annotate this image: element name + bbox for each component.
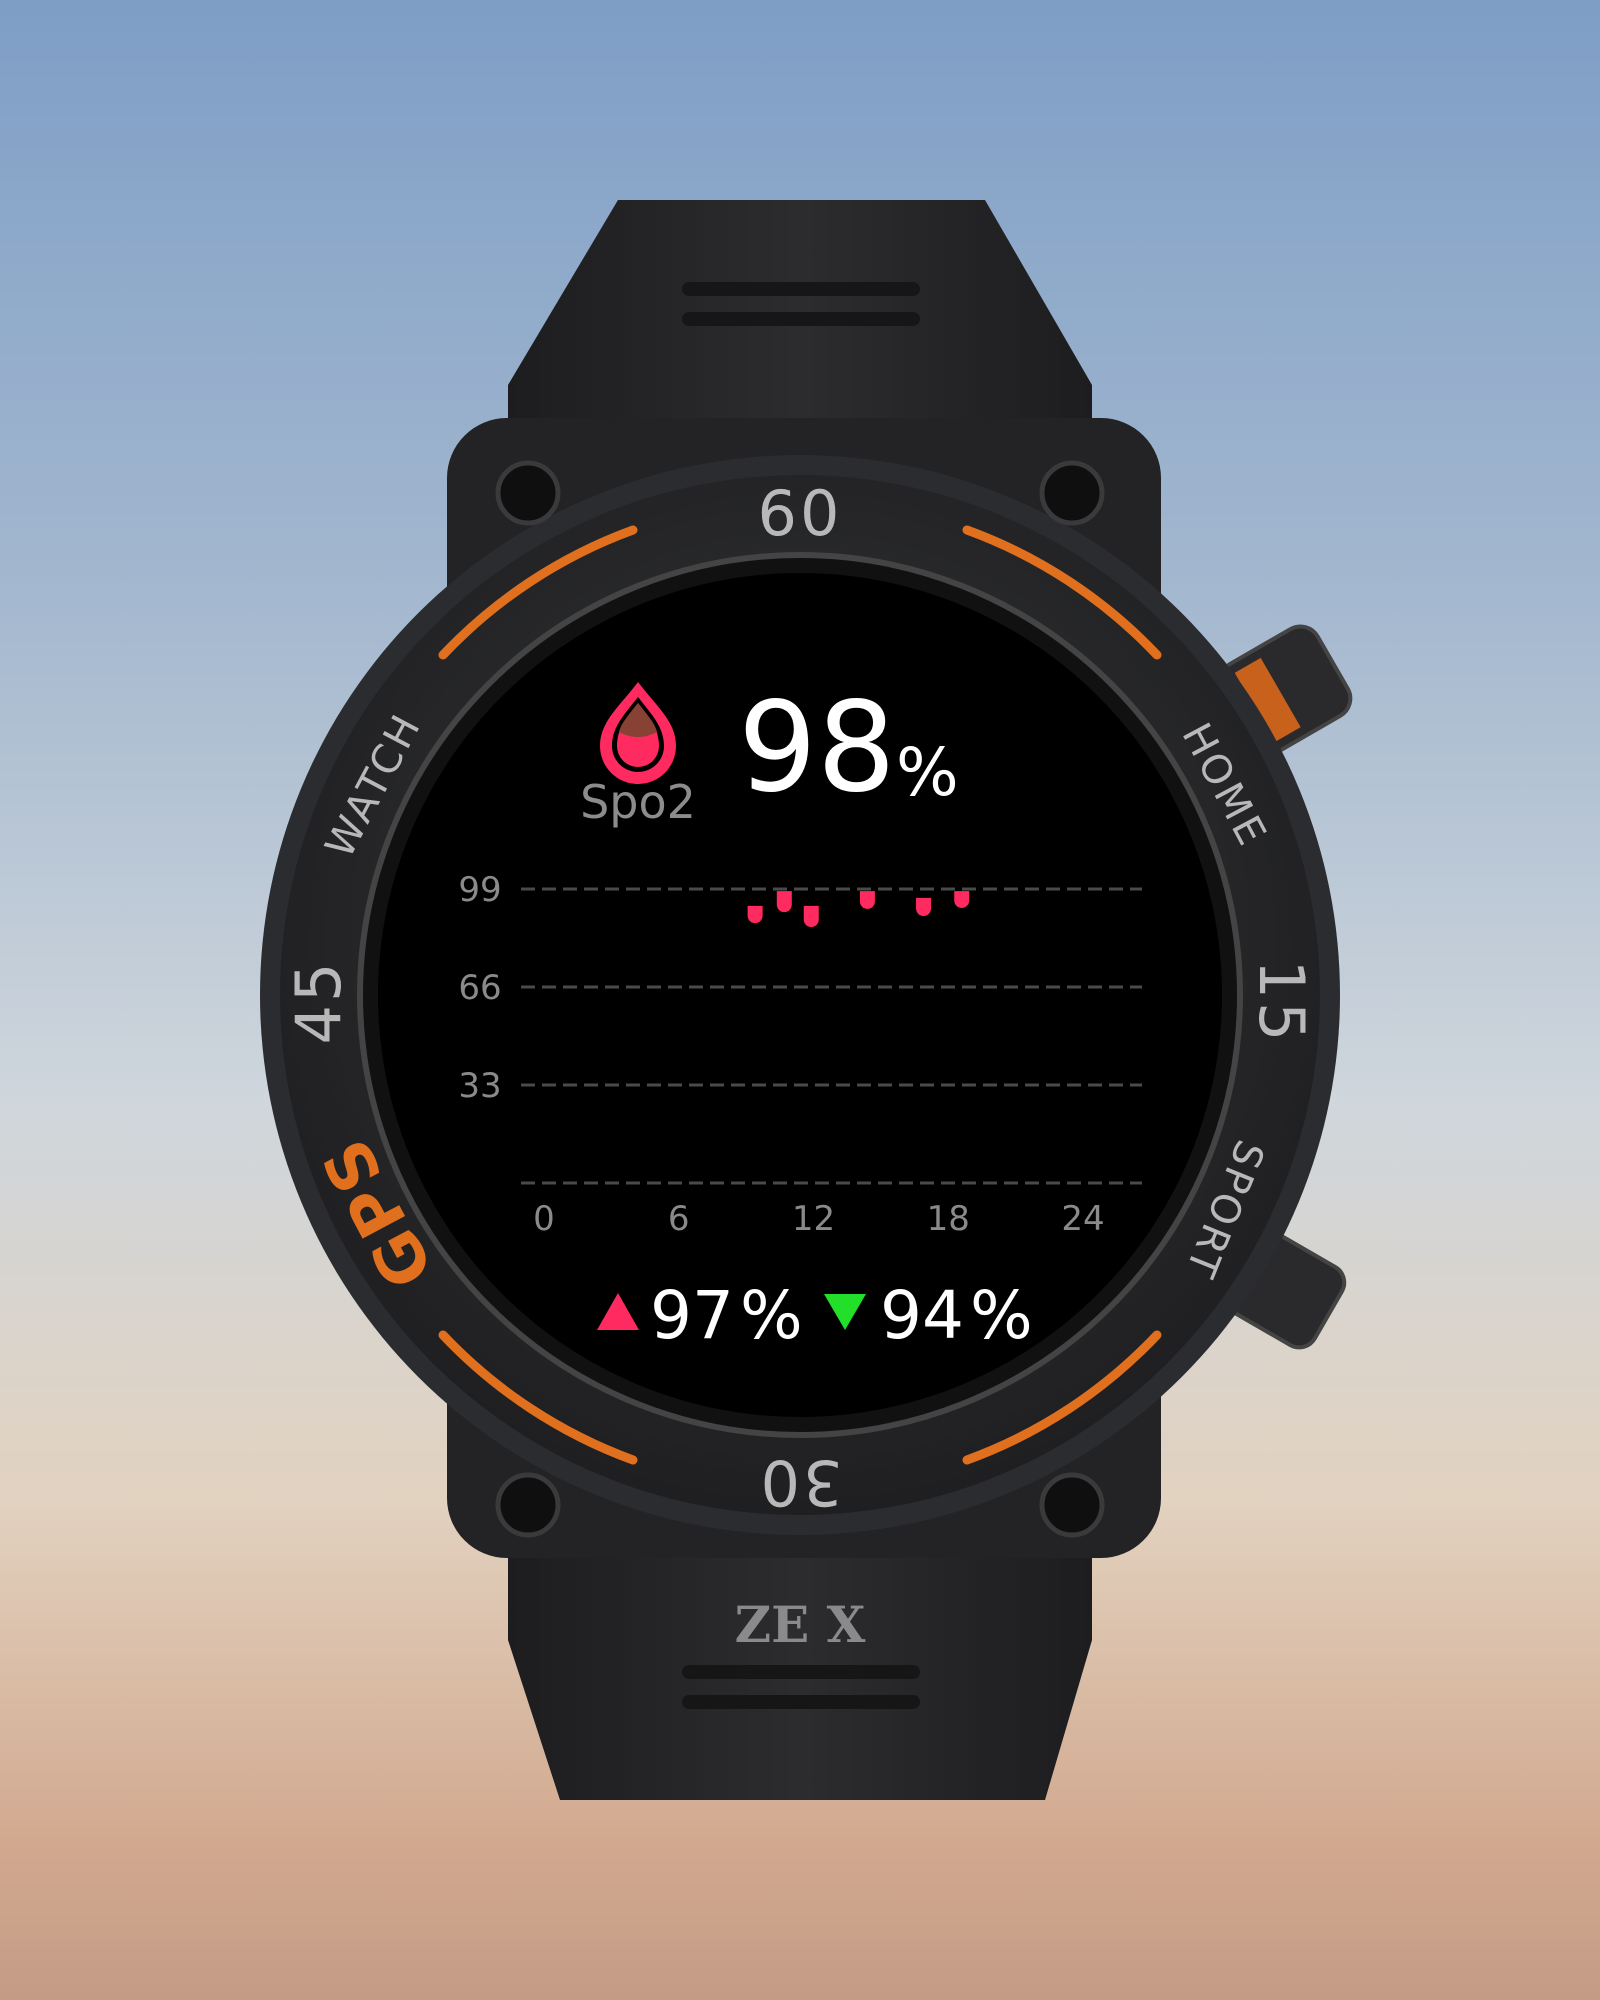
screw-icon	[495, 460, 561, 526]
screw-icon	[495, 1472, 561, 1538]
spo2-range-bar	[916, 897, 932, 917]
y-tick-label: 66	[458, 968, 501, 1008]
bezel-label-45: 45	[282, 960, 355, 1045]
y-tick-label: 99	[458, 870, 501, 910]
x-tick-label: 6	[668, 1199, 690, 1239]
spo2-chart: 99 66 33 0 6 12 18 24	[458, 870, 1142, 1239]
max-value-unit: %	[740, 1277, 803, 1354]
triangle-down-icon	[824, 1294, 866, 1330]
metric-label: Spo2	[580, 775, 696, 829]
spo2-range-bar	[859, 891, 875, 909]
spo2-range-bar	[954, 891, 970, 909]
x-tick-label: 18	[927, 1199, 970, 1239]
min-value-unit: %	[970, 1277, 1033, 1354]
spo2-range-bar	[803, 905, 819, 928]
min-value-number: 94	[880, 1277, 964, 1354]
bezel-label-15: 15	[1245, 960, 1318, 1045]
max-value: 97%	[650, 1277, 803, 1354]
spo2-range-bar	[776, 891, 792, 913]
strap-groove	[682, 1695, 920, 1709]
x-tick-label: 0	[533, 1199, 555, 1239]
strap-groove	[682, 312, 920, 326]
screws	[495, 460, 1105, 1538]
spo2-range-bar	[747, 905, 763, 924]
min-value: 94%	[880, 1277, 1033, 1354]
max-value-number: 97	[650, 1277, 734, 1354]
screw-icon	[1039, 1472, 1105, 1538]
x-tick-label: 12	[792, 1199, 835, 1239]
accent-arcs	[438, 525, 1162, 1465]
brand-logo: ZE X	[735, 1595, 866, 1654]
strap-groove	[682, 1665, 920, 1679]
watch-screen[interactable]	[378, 573, 1222, 1417]
triangle-up-icon	[597, 1293, 639, 1330]
current-value: 98	[738, 676, 896, 820]
current-unit: %	[896, 734, 959, 811]
x-tick-label: 24	[1061, 1199, 1104, 1239]
blood-drop-icon	[600, 682, 676, 784]
screw-icon	[1039, 460, 1105, 526]
bezel-label-60: 60	[758, 477, 843, 550]
bezel-label-30: 30	[758, 1446, 843, 1519]
strap-groove	[682, 282, 920, 296]
top-strap	[508, 200, 1092, 470]
y-tick-label: 33	[458, 1066, 501, 1106]
